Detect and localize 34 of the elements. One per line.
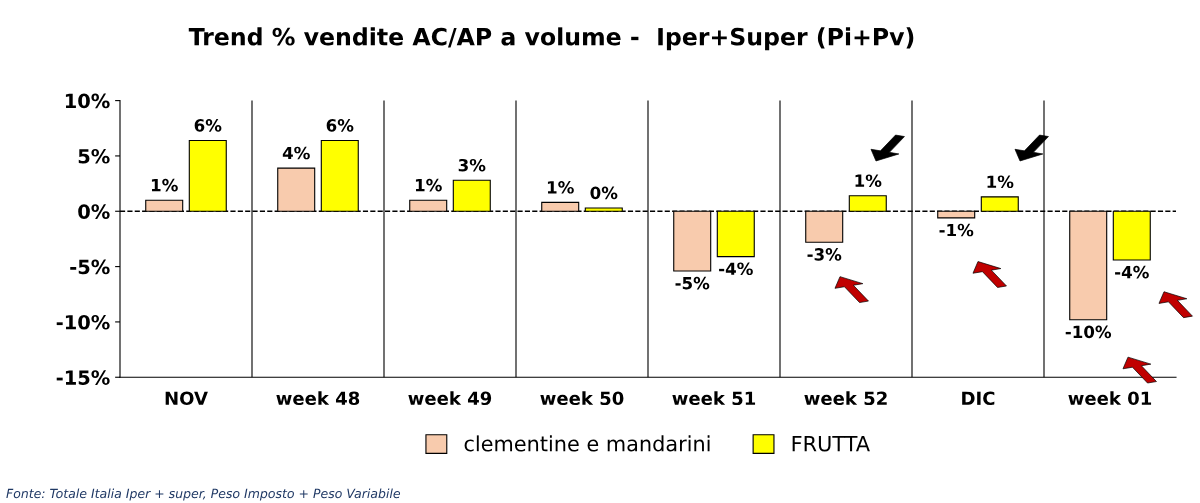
x-tick-label: DIC xyxy=(962,391,995,406)
data-label: 6% xyxy=(194,119,222,132)
data-label: 1% xyxy=(987,175,1014,189)
x-tick-label: week 48 xyxy=(276,391,360,406)
data-label: 0% xyxy=(590,186,618,200)
data-label: 4% xyxy=(282,146,310,160)
chart-title: Trend % vendite AC/AP a volume - Iper+Super (Pi+Pv) xyxy=(188,27,914,51)
data-label: -4% xyxy=(1115,265,1149,279)
y-tick-label: -5% xyxy=(70,259,110,275)
data-label: -4% xyxy=(719,262,753,276)
y-tick-label: 10% xyxy=(65,93,110,109)
y-tick-label: -15% xyxy=(56,370,110,385)
data-label: -10% xyxy=(1065,325,1112,339)
data-label: 1% xyxy=(151,178,178,192)
y-tick-label: 0% xyxy=(78,204,110,219)
data-label: 1% xyxy=(855,174,882,187)
data-label: 3% xyxy=(458,158,486,172)
data-label: -3% xyxy=(807,248,842,261)
legend-label: FRUTTA xyxy=(792,436,870,452)
data-label: 6% xyxy=(326,119,354,132)
x-tick-label: NOV xyxy=(165,391,208,406)
data-label: -5% xyxy=(675,276,710,290)
x-tick-label: week 50 xyxy=(540,391,624,406)
x-tick-label: week 52 xyxy=(804,391,887,406)
data-label: 1% xyxy=(415,178,442,192)
source-note: Fonte: Totale Italia Iper + super, Peso Imposto + Peso Variabile xyxy=(6,488,401,501)
x-tick-label: week 01 xyxy=(1068,391,1152,406)
legend-label: clementine e mandarini xyxy=(464,435,710,452)
y-tick-label: 5% xyxy=(78,148,110,164)
x-tick-label: week 51 xyxy=(672,391,756,406)
y-tick-label: -10% xyxy=(56,314,110,330)
data-label: 1% xyxy=(547,181,574,194)
x-tick-label: week 49 xyxy=(408,391,492,406)
data-label: -1% xyxy=(939,223,974,237)
